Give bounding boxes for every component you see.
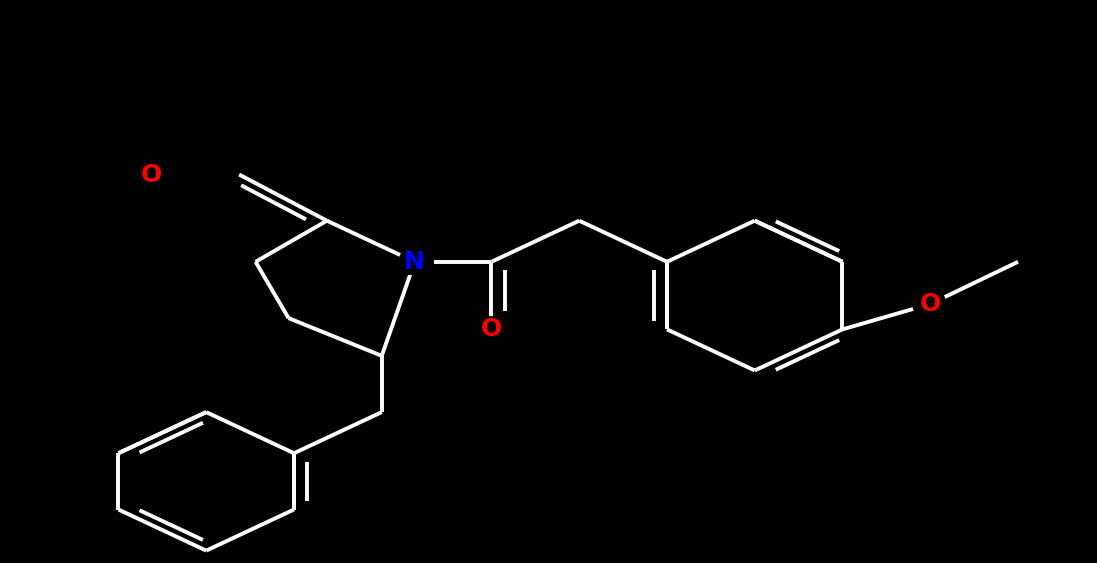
Text: N: N: [404, 250, 426, 274]
Text: O: O: [919, 292, 941, 316]
Text: O: O: [140, 163, 162, 186]
Text: O: O: [480, 318, 502, 341]
